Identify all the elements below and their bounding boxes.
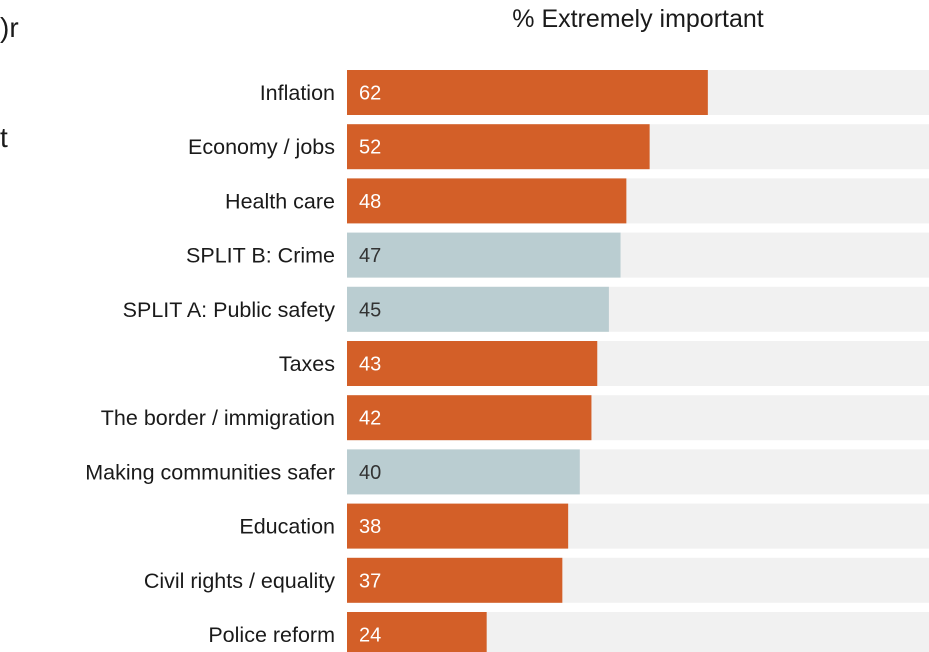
bar-economy-jobs (347, 124, 650, 170)
value-label-education: 38 (359, 516, 381, 538)
value-label-police-reform: 24 (359, 625, 381, 647)
bar-the-border-immigration (347, 395, 592, 441)
bar-police-reform (347, 612, 487, 652)
category-label-civil-rights-equality: Civil rights / equality (144, 569, 335, 593)
category-label-health-care: Health care (225, 189, 335, 213)
category-label-split-b-crime: SPLIT B: Crime (186, 244, 335, 268)
value-label-health-care: 48 (359, 191, 381, 213)
category-label-education: Education (239, 515, 335, 539)
value-label-taxes: 43 (359, 354, 381, 376)
clipped-text-1: )r (0, 12, 19, 43)
bar-making-communities-safer (347, 449, 580, 495)
bar-split-a-public-safety (347, 286, 609, 332)
category-label-making-communities-safer: Making communities safer (85, 460, 335, 484)
clipped-left-text: )r t (0, 0, 40, 200)
chart-title: % Extremely important (512, 5, 764, 33)
value-label-the-border-immigration: 42 (359, 408, 381, 430)
value-label-making-communities-safer: 40 (359, 462, 381, 484)
category-label-split-a-public-safety: SPLIT A: Public safety (123, 298, 336, 322)
bar-health-care (347, 178, 627, 224)
category-label-police-reform: Police reform (208, 623, 335, 647)
value-label-split-b-crime: 47 (359, 245, 381, 267)
bar-civil-rights-equality (347, 557, 563, 603)
bar-education (347, 503, 569, 549)
value-label-economy-jobs: 52 (359, 137, 381, 159)
bar-split-b-crime (347, 232, 621, 278)
value-label-inflation: 62 (359, 83, 381, 105)
bar-inflation (347, 70, 708, 115)
value-label-civil-rights-equality: 37 (359, 570, 381, 592)
clipped-text-2: t (0, 122, 8, 153)
category-label-taxes: Taxes (279, 352, 335, 376)
category-label-economy-jobs: Economy / jobs (188, 135, 335, 159)
category-label-the-border-immigration: The border / immigration (101, 406, 335, 430)
value-label-split-a-public-safety: 45 (359, 299, 381, 321)
category-label-inflation: Inflation (260, 81, 335, 105)
bar-taxes (347, 341, 598, 386)
